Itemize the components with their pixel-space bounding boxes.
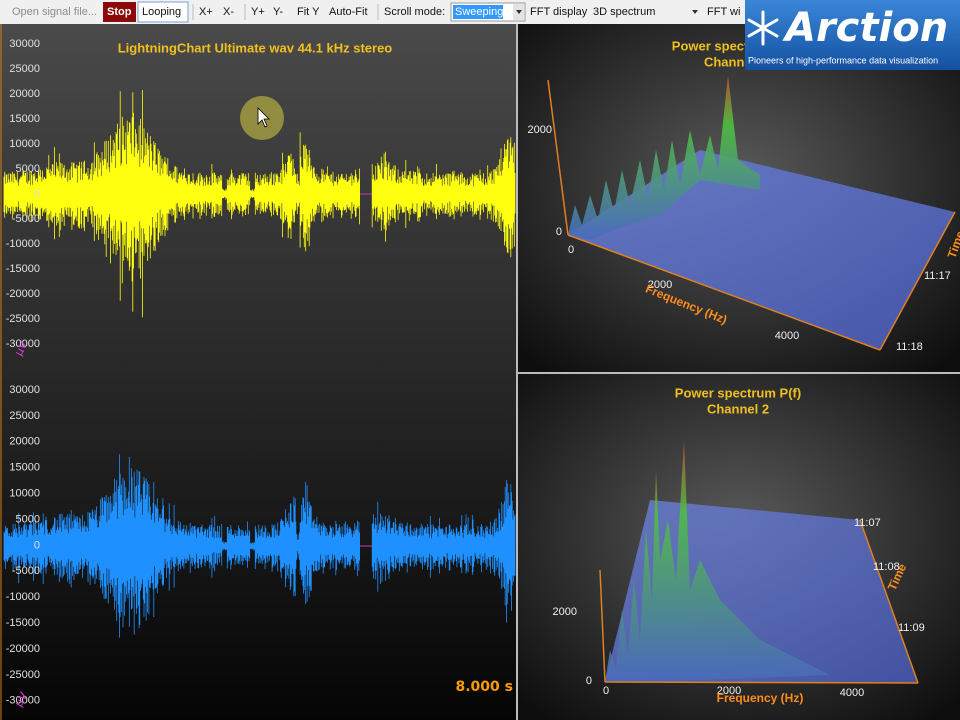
fft-window-label: FFT wi [707, 6, 740, 18]
freq-tick: 4000 [840, 687, 864, 699]
spectrum-subtitle: Channel 2 [707, 401, 769, 416]
fft-display-label: FFT display [530, 6, 588, 18]
axes-3d [547, 79, 956, 351]
y-plus-button[interactable]: Y+ [251, 6, 265, 18]
y-tick-label: 5000 [16, 513, 40, 525]
time-label: 8.000 s [456, 679, 514, 695]
spectrum-surface [605, 440, 830, 682]
y-tick-label: 25000 [9, 63, 40, 75]
logo-tagline: Pioneers of high-performance data visual… [748, 55, 938, 65]
y-tick-label: 10000 [9, 138, 40, 150]
time-tick: 11:18 [896, 341, 923, 353]
time-tick: 11:09 [898, 622, 925, 634]
unit-label: µV [12, 690, 31, 709]
freq-tick: 0 [568, 244, 574, 256]
y-tick-label: 0 [34, 539, 40, 551]
y-tick-label: 15000 [9, 113, 40, 125]
stop-button-bg [103, 2, 136, 22]
open-button[interactable]: Open signal file... [12, 6, 97, 18]
power-tick: 2000 [528, 124, 552, 136]
freq-tick: 0 [603, 685, 609, 697]
y-tick-label: -25000 [6, 669, 40, 681]
waveform [3, 454, 516, 638]
y-tick-label: -20000 [6, 288, 40, 300]
logo-bg [745, 0, 960, 70]
stop-button[interactable]: Stop [107, 6, 132, 18]
power-tick: 2000 [553, 606, 577, 618]
freq-tick: 2000 [717, 685, 741, 697]
y-tick-label: -30000 [6, 695, 40, 707]
mouse-cursor [257, 107, 270, 128]
waveforms [3, 90, 516, 638]
waveform-panel [0, 24, 516, 720]
y-tick-label: -10000 [6, 238, 40, 250]
y-tick-label: 5000 [16, 163, 40, 175]
time-tick: 11:17 [924, 270, 951, 282]
y-tick-label: -5000 [12, 213, 40, 225]
y-tick-label: -15000 [6, 263, 40, 275]
time-tick: 11:07 [854, 517, 881, 529]
y-tick-label: -10000 [6, 591, 40, 603]
y-tick-label: -20000 [6, 643, 40, 655]
selection-highlight [453, 5, 503, 19]
y-minus-button[interactable]: Y- [273, 6, 283, 18]
fft-display-select[interactable] [589, 3, 701, 21]
x-minus-button[interactable]: X- [223, 6, 234, 18]
scroll-mode-label: Scroll mode: [384, 6, 445, 18]
waveform-title: LightningChart Ultimate wav 44.1 kHz ste… [118, 40, 393, 55]
spectrum-title: Power spectrum P(f) [675, 385, 801, 400]
freq-tick: 2000 [648, 279, 672, 291]
looping-button-bg [137, 1, 189, 23]
y-tick-label: 25000 [9, 410, 40, 422]
dropdown-arrow [692, 10, 698, 14]
auto-fit-button[interactable]: Auto-Fit [329, 6, 368, 18]
freq-tick: 4000 [775, 330, 799, 342]
y-tick-label: 15000 [9, 462, 40, 474]
y-tick-label: -5000 [12, 565, 40, 577]
fit-y-button[interactable]: Fit Y [297, 6, 320, 18]
y-tick-label: -15000 [6, 617, 40, 629]
axes-3d [599, 519, 919, 684]
y-tick-label: 0 [34, 188, 40, 200]
y-ticks: 30000 30000 25000 25000 20000 20000 15000 15000… [6, 38, 40, 707]
dropdown-arrow [516, 10, 522, 14]
fft-display-value: 3D spectrum [593, 6, 655, 18]
y-tick-label: -25000 [6, 313, 40, 325]
y-tick-label: 20000 [9, 436, 40, 448]
power-tick: 0 [586, 675, 592, 687]
y-tick-label: -30000 [6, 338, 40, 350]
waveform [3, 90, 516, 318]
logo-icon [747, 10, 779, 46]
unit-label: µV [12, 339, 31, 358]
time-tick: 11:08 [873, 561, 900, 573]
freq-axis-title: Frequency (Hz) [717, 691, 804, 705]
y-tick-label: 30000 [9, 38, 40, 50]
logo-name: Arction [782, 5, 948, 51]
y-tick-label: 30000 [9, 384, 40, 396]
scroll-mode-value: Sweeping [455, 6, 503, 18]
looping-button[interactable]: Looping [142, 6, 181, 18]
y-tick-label: 20000 [9, 88, 40, 100]
x-plus-button[interactable]: X+ [199, 6, 213, 18]
power-tick: 0 [556, 226, 562, 238]
spectrum-surface [568, 75, 760, 240]
y-tick-label: 10000 [9, 488, 40, 500]
